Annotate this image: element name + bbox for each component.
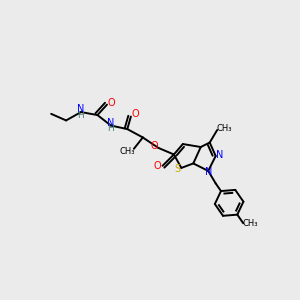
Text: N: N: [107, 118, 114, 128]
Text: CH₃: CH₃: [216, 124, 232, 133]
Text: O: O: [151, 140, 159, 151]
Text: N: N: [205, 167, 212, 177]
Text: H: H: [107, 124, 114, 133]
Text: O: O: [132, 109, 139, 119]
Text: S: S: [175, 164, 181, 173]
Text: CH₃: CH₃: [242, 219, 258, 228]
Text: O: O: [108, 98, 115, 108]
Text: O: O: [153, 161, 161, 171]
Text: N: N: [216, 150, 223, 161]
Text: N: N: [77, 104, 84, 114]
Text: CH₃: CH₃: [120, 147, 135, 156]
Text: H: H: [77, 111, 84, 120]
